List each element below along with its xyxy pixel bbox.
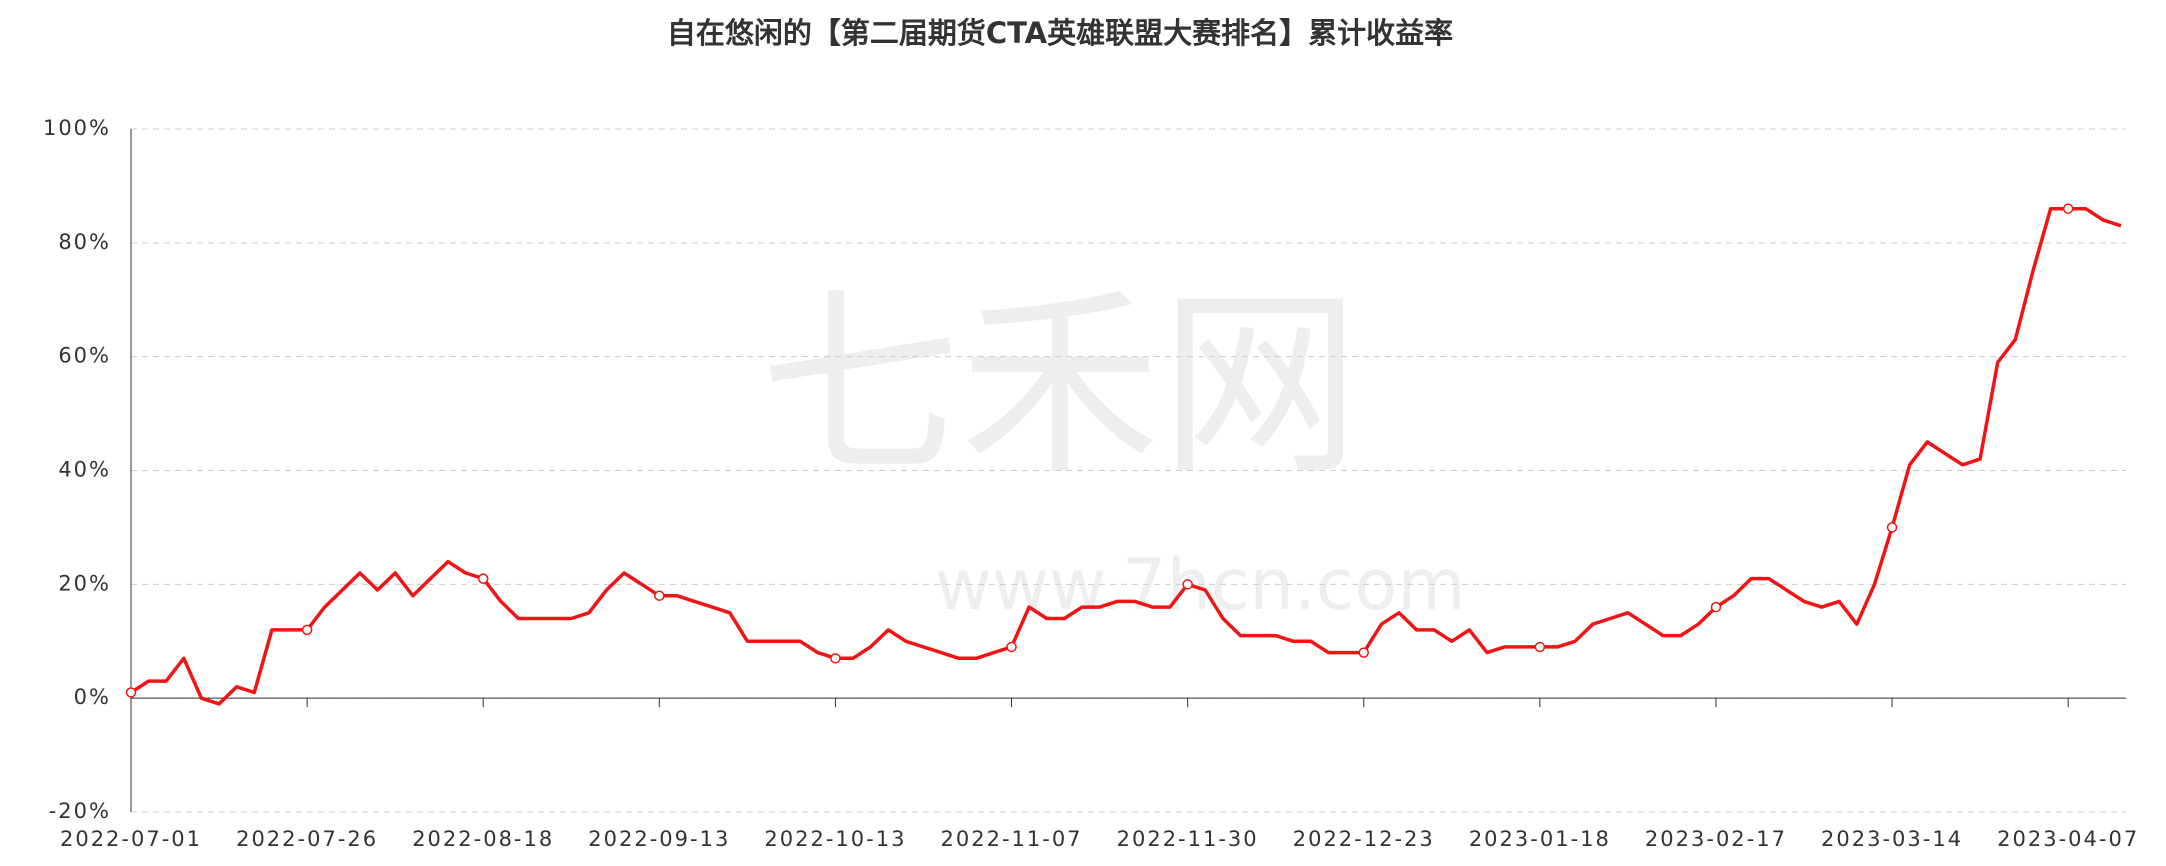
x-tick-label: 2022-10-13 (764, 827, 906, 851)
x-tick-label: 2022-11-07 (941, 827, 1083, 851)
x-tick-label: 2022-09-13 (588, 827, 730, 851)
x-tick-label: 2022-07-01 (60, 827, 202, 851)
x-tick-label: 2022-07-26 (236, 827, 378, 851)
x-tick-label: 2022-08-18 (412, 827, 554, 851)
x-tick-label: 2022-12-23 (1293, 827, 1435, 851)
point-marker (1886, 522, 1898, 533)
line (130, 206, 2122, 706)
y-tick-label: 20% (58, 571, 111, 595)
point-marker (1358, 647, 1369, 658)
point-marker (1006, 641, 1017, 653)
chart-title: 自在悠闲的【第二届期货CTA英雄联盟大赛排名】累计收益率 (667, 16, 1453, 50)
x-tick-label: 2022-11-30 (1117, 827, 1259, 851)
y-tick-label: 0% (74, 685, 111, 709)
point-marker (654, 590, 665, 601)
y-tick-label: 80% (58, 230, 111, 254)
x-tick-label: 2023-01-18 (1469, 827, 1611, 851)
x-tick-label: 2023-04-07 (1997, 827, 2139, 851)
watermark: www.7hcn.com (934, 544, 1465, 626)
point-marker (1710, 601, 1722, 613)
point-marker (301, 624, 313, 636)
point-marker (2062, 203, 2074, 214)
point-marker (830, 653, 841, 664)
point-marker (125, 687, 137, 698)
x-tick-label: 2023-02-17 (1645, 827, 1787, 851)
y-tick-label: -20% (49, 799, 111, 823)
y-tick-label: 100% (43, 116, 111, 140)
watermark: 七禾网 (760, 270, 1360, 503)
point-marker (1534, 641, 1546, 653)
x-tick-label: 2023-03-14 (1821, 827, 1963, 851)
point-marker (1182, 579, 1193, 590)
y-tick-label: 40% (58, 458, 111, 482)
y-tick-label: 60% (58, 344, 111, 368)
point-marker (477, 573, 489, 584)
